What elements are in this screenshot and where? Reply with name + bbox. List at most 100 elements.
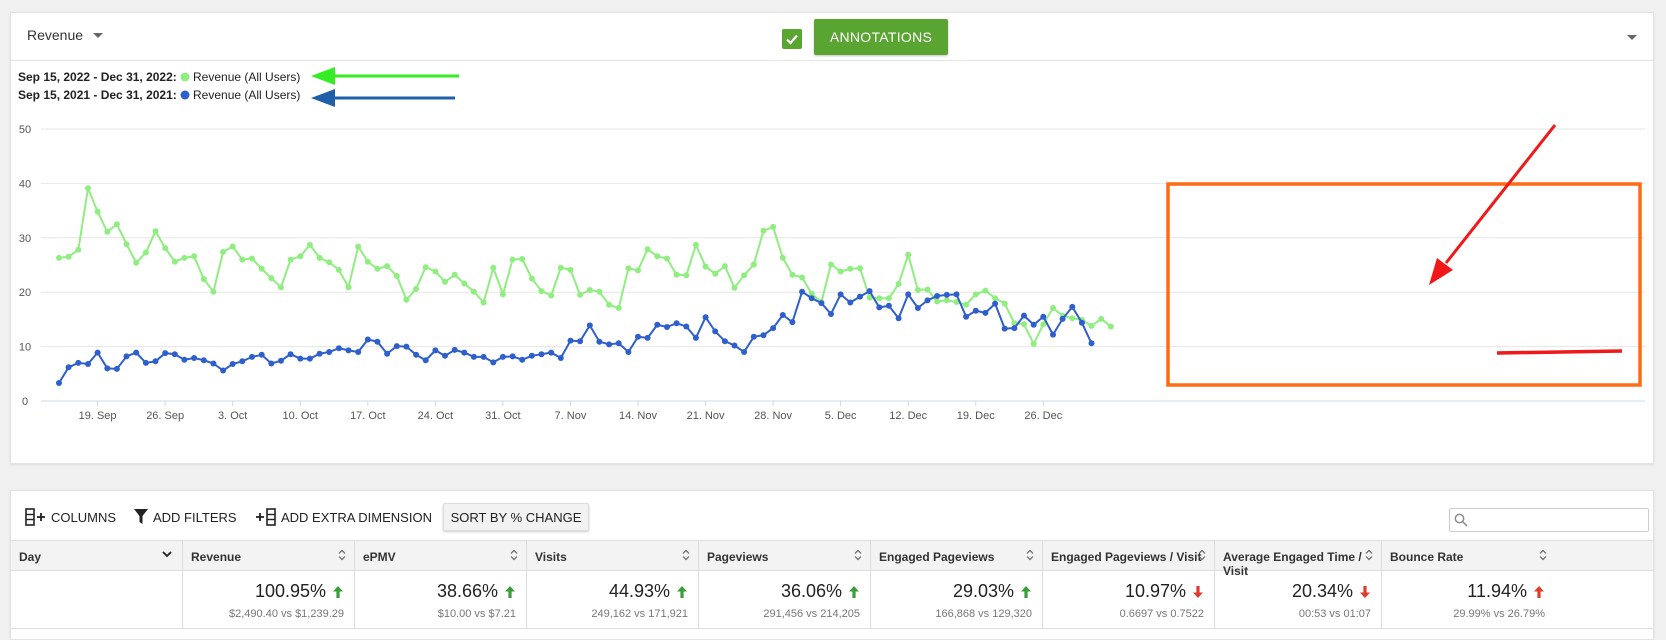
data-point[interactable] [770, 223, 777, 230]
data-point[interactable] [779, 254, 786, 261]
data-point[interactable] [210, 360, 217, 367]
data-point[interactable] [866, 294, 873, 301]
data-point[interactable] [1069, 315, 1076, 322]
data-point[interactable] [808, 290, 815, 297]
data-point[interactable] [702, 263, 709, 270]
data-point[interactable] [692, 241, 699, 248]
data-point[interactable] [654, 253, 661, 260]
data-point[interactable] [625, 265, 632, 272]
data-point[interactable] [905, 291, 912, 298]
data-point[interactable] [1001, 325, 1008, 332]
sort-by-change-button[interactable]: SORT BY % CHANGE [443, 503, 589, 531]
data-point[interactable] [1098, 315, 1105, 322]
data-point[interactable] [519, 356, 526, 363]
data-point[interactable] [461, 349, 468, 356]
data-point[interactable] [664, 255, 670, 262]
data-point[interactable] [567, 266, 574, 273]
column-header[interactable]: ePMV [355, 541, 527, 570]
data-point[interactable] [451, 346, 458, 353]
data-point[interactable] [152, 228, 159, 235]
data-point[interactable] [721, 338, 728, 345]
data-point[interactable] [1107, 323, 1114, 330]
data-point[interactable] [847, 265, 854, 272]
data-point[interactable] [85, 361, 91, 367]
data-point[interactable] [345, 284, 352, 291]
data-point[interactable] [606, 341, 613, 348]
data-point[interactable] [113, 221, 120, 228]
data-point[interactable] [857, 265, 863, 272]
data-point[interactable] [384, 350, 391, 357]
data-point[interactable] [509, 256, 516, 263]
data-point[interactable] [914, 287, 921, 293]
column-header[interactable]: Pageviews [699, 541, 871, 570]
data-point[interactable] [162, 350, 169, 357]
data-point[interactable] [1069, 303, 1076, 310]
data-point[interactable] [422, 264, 429, 271]
data-point[interactable] [85, 185, 91, 192]
data-point[interactable] [972, 291, 979, 298]
data-point[interactable] [1021, 312, 1027, 319]
data-point[interactable] [278, 284, 284, 291]
add-filters-button[interactable]: ADD FILTERS [133, 508, 237, 526]
data-point[interactable] [1088, 322, 1095, 329]
data-point[interactable] [75, 246, 82, 253]
data-point[interactable] [490, 359, 497, 366]
data-point[interactable] [683, 272, 690, 279]
data-point[interactable] [210, 288, 217, 295]
column-header[interactable]: Engaged Pageviews / Visit [1043, 541, 1215, 570]
data-point[interactable] [335, 266, 342, 273]
data-point[interactable] [702, 314, 709, 321]
data-point[interactable] [548, 349, 555, 356]
data-point[interactable] [499, 291, 506, 298]
data-point[interactable] [953, 299, 960, 305]
data-point[interactable] [828, 311, 834, 317]
data-point[interactable] [442, 278, 448, 285]
data-point[interactable] [306, 241, 313, 248]
data-point[interactable] [876, 304, 883, 311]
data-point[interactable] [924, 286, 931, 293]
data-point[interactable] [577, 338, 584, 345]
data-point[interactable] [1088, 340, 1095, 347]
data-point[interactable] [297, 355, 304, 362]
data-point[interactable] [548, 292, 555, 299]
table-search[interactable] [1449, 508, 1649, 532]
data-point[interactable] [470, 288, 477, 295]
data-point[interactable] [104, 365, 111, 372]
data-point[interactable] [635, 333, 641, 340]
data-point[interactable] [499, 353, 506, 360]
data-point[interactable] [306, 355, 313, 362]
data-point[interactable] [799, 274, 806, 281]
data-point[interactable] [741, 349, 748, 355]
data-point[interactable] [606, 301, 613, 308]
annotations-checkbox[interactable] [782, 29, 802, 49]
data-point[interactable] [557, 355, 564, 361]
data-point[interactable] [1011, 325, 1018, 332]
data-point[interactable] [721, 263, 728, 270]
data-point[interactable] [142, 249, 149, 256]
data-point[interactable] [847, 299, 854, 306]
search-input[interactable] [1472, 511, 1642, 529]
data-point[interactable] [75, 359, 82, 366]
data-point[interactable] [885, 295, 892, 302]
data-point[interactable] [866, 288, 873, 295]
data-point[interactable] [470, 353, 477, 360]
data-point[interactable] [171, 258, 178, 265]
data-point[interactable] [528, 275, 535, 282]
data-point[interactable] [857, 293, 863, 300]
data-point[interactable] [644, 246, 651, 253]
data-point[interactable] [249, 353, 255, 360]
data-point[interactable] [972, 307, 979, 314]
data-point[interactable] [413, 351, 420, 358]
data-point[interactable] [635, 267, 641, 274]
collapse-chevron-icon[interactable] [1627, 35, 1637, 40]
data-point[interactable] [113, 365, 120, 372]
data-point[interactable] [644, 334, 651, 341]
data-point[interactable] [789, 319, 796, 326]
data-point[interactable] [953, 291, 960, 298]
data-point[interactable] [65, 253, 72, 260]
data-point[interactable] [345, 347, 352, 354]
data-point[interactable] [789, 271, 796, 278]
data-point[interactable] [519, 256, 526, 262]
data-point[interactable] [355, 349, 362, 355]
add-dimension-button[interactable]: ADD EXTRA DIMENSION [255, 508, 432, 526]
